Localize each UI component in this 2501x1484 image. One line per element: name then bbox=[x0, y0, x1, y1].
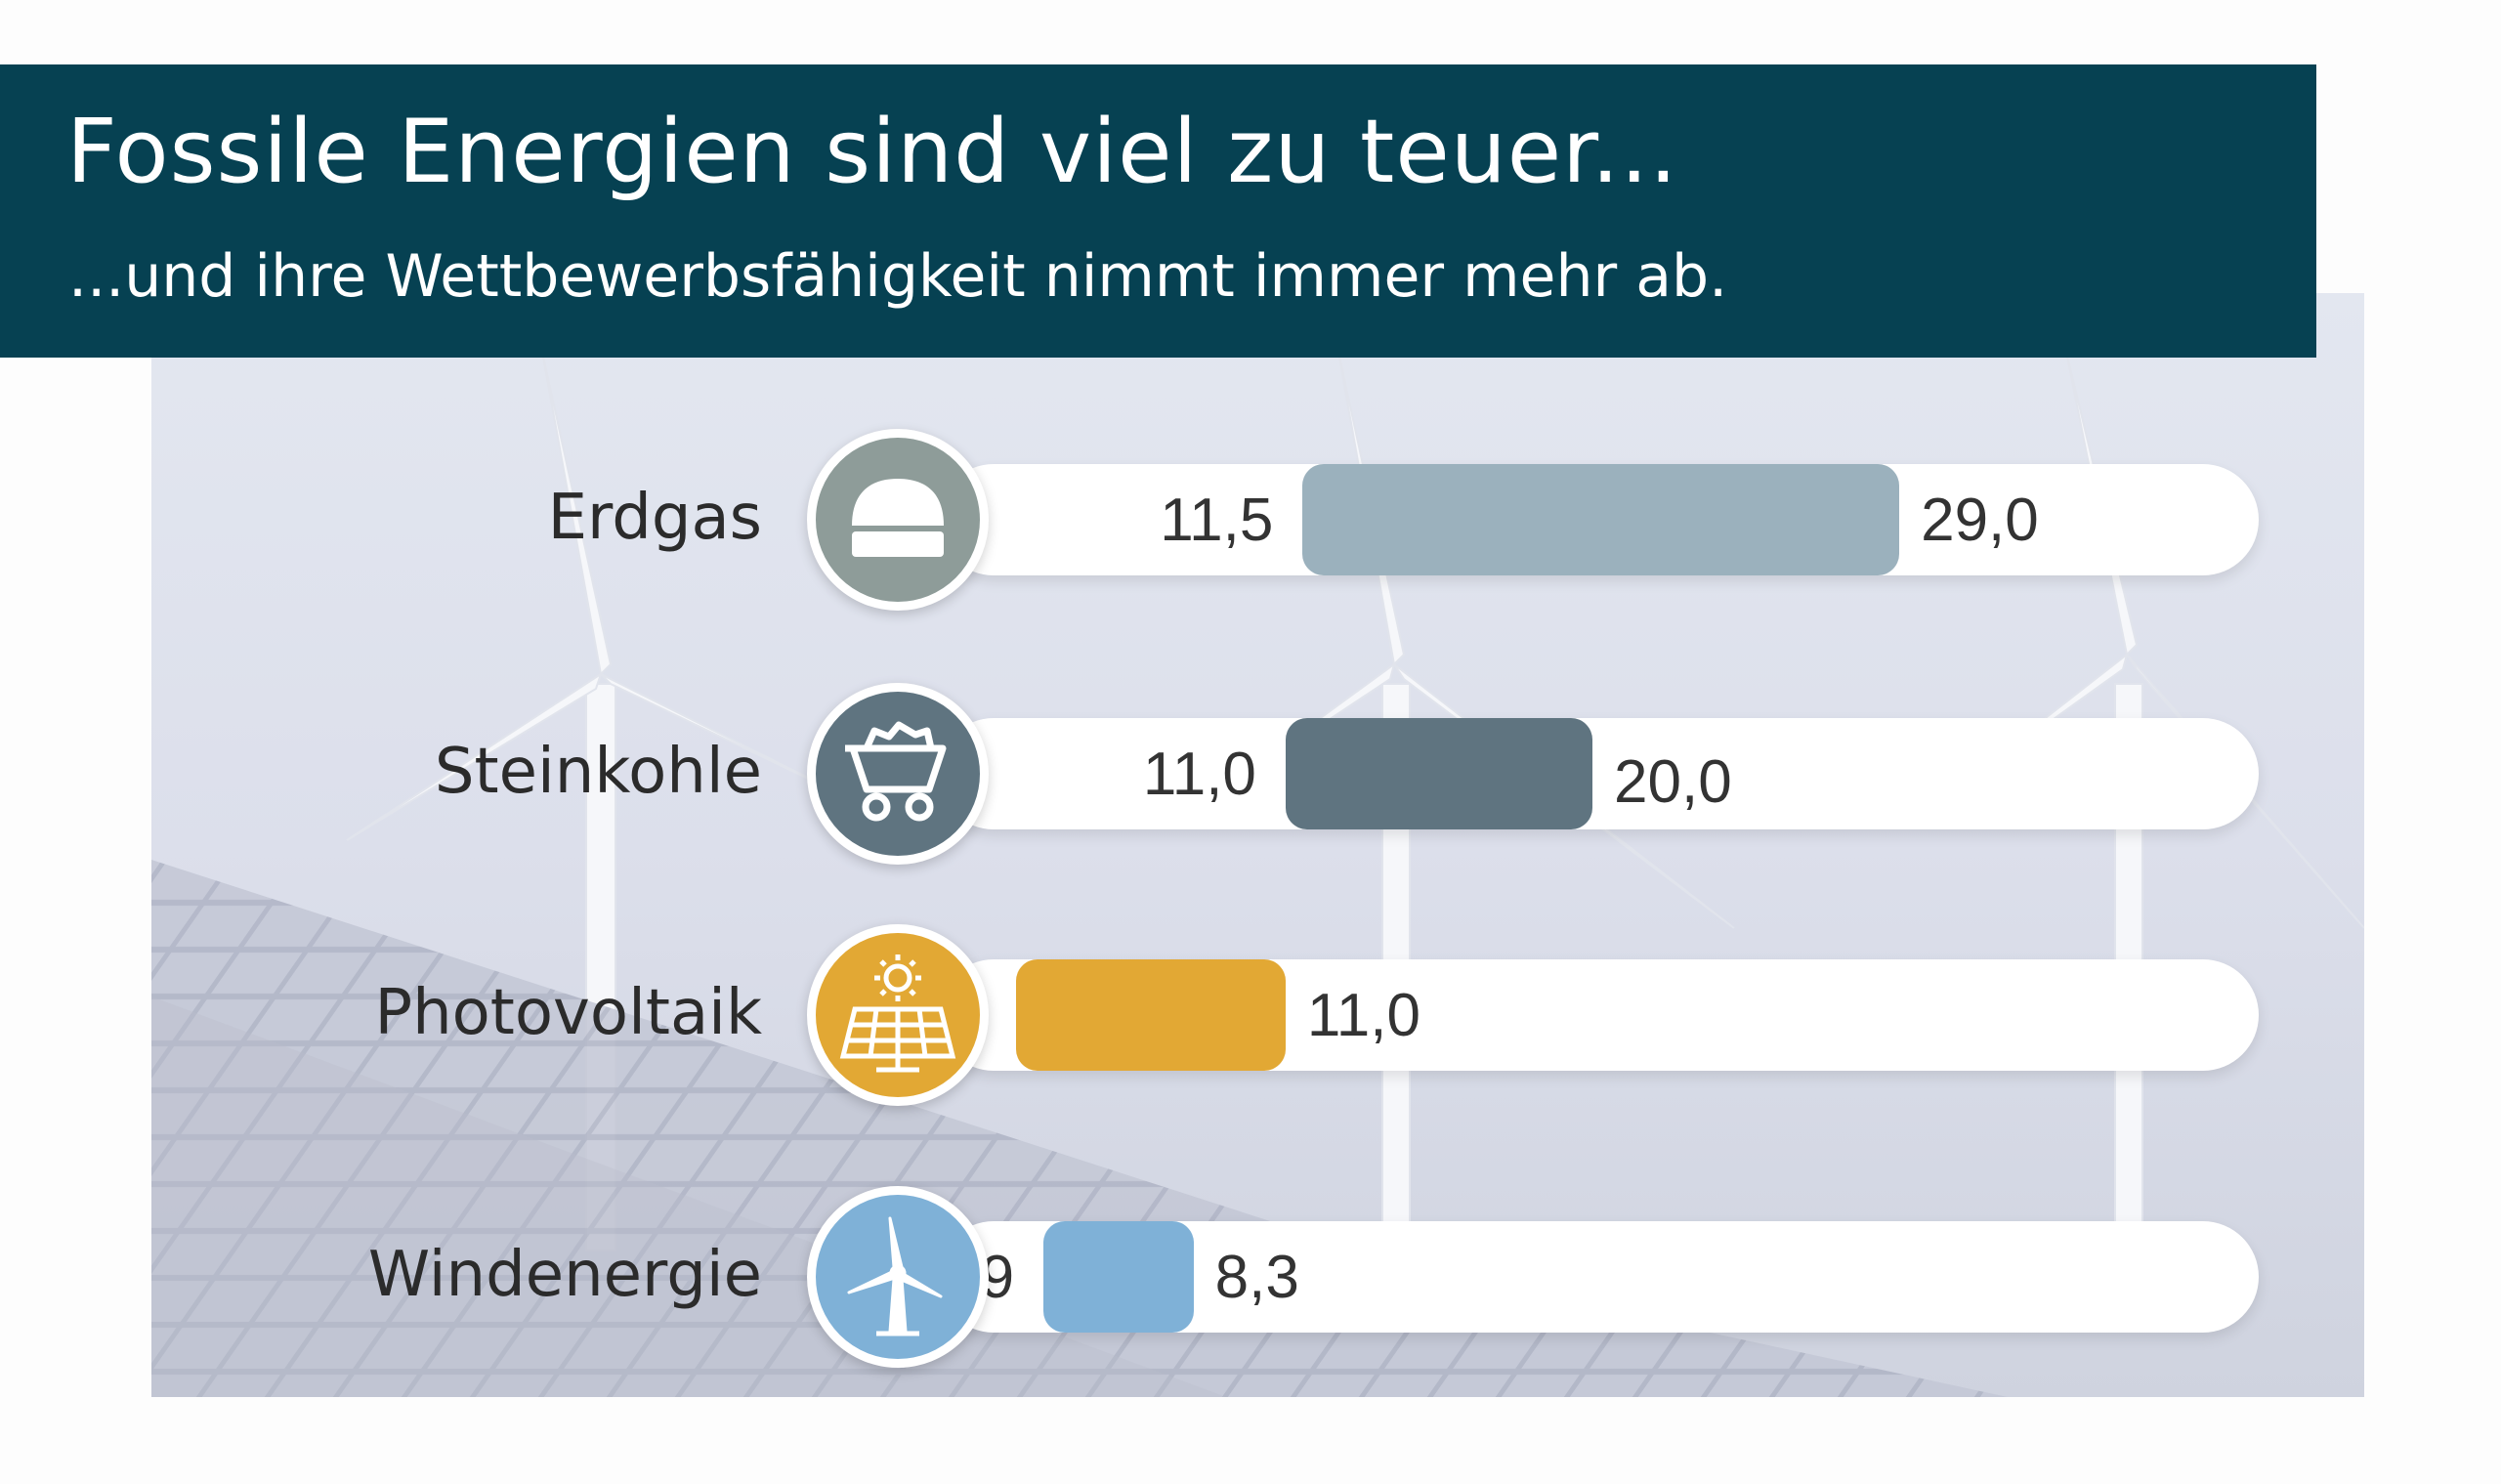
coal-cart-icon bbox=[807, 683, 989, 865]
bar-track bbox=[938, 718, 2259, 829]
solar-panel-icon bbox=[807, 924, 989, 1106]
category-label: Windenergie bbox=[367, 1239, 762, 1311]
high-value-label: 29,0 bbox=[1921, 487, 2039, 554]
category-label: Erdgas bbox=[547, 482, 762, 554]
range-bar-windenergie bbox=[1043, 1221, 1194, 1333]
category-label: Steinkohle bbox=[434, 736, 762, 808]
page-subtitle: ...und ihre Wettbewerbsfähigkeit nimmt i… bbox=[68, 242, 1728, 311]
low-value-label: 11,0 bbox=[1142, 741, 1256, 808]
wind-turbine-icon bbox=[807, 1186, 989, 1368]
high-value-label: 11,0 bbox=[1306, 982, 1420, 1049]
page-title: Fossile Energien sind viel zu teuer... bbox=[66, 101, 1678, 203]
header-banner bbox=[0, 64, 2316, 358]
range-bar-steinkohle bbox=[1285, 718, 1592, 829]
high-value-label: 20,0 bbox=[1614, 748, 1732, 816]
high-value-label: 8,3 bbox=[1214, 1244, 1299, 1311]
category-label: Photovoltaik bbox=[374, 977, 762, 1049]
gas-dome-icon bbox=[807, 429, 989, 611]
range-bar-erdgas bbox=[1302, 464, 1900, 575]
range-bar-photovoltaik bbox=[1016, 959, 1286, 1071]
low-value-label: 11,5 bbox=[1160, 487, 1274, 554]
